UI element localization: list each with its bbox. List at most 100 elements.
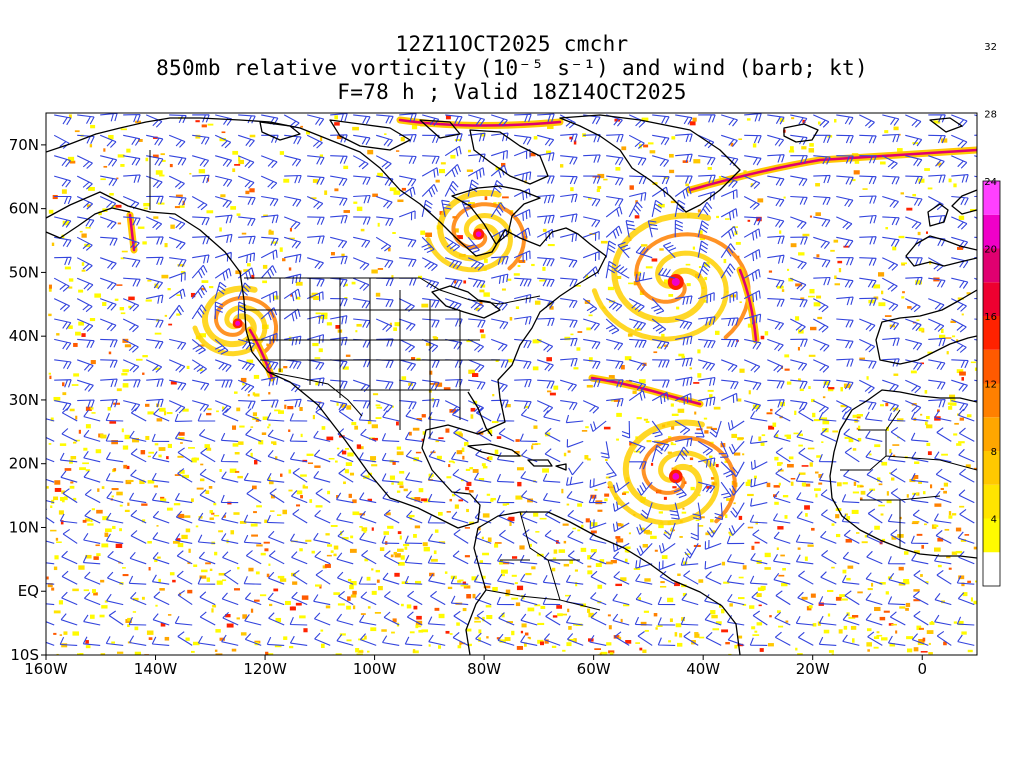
vorticity-cell (710, 610, 716, 615)
vorticity-cell (514, 450, 520, 454)
wind-barb (338, 468, 354, 483)
vorticity-cell (295, 602, 302, 606)
vorticity-cell (889, 643, 896, 647)
wind-barb (283, 308, 301, 322)
vorticity-cell (668, 294, 674, 297)
vorticity-cell (154, 443, 159, 446)
wind-barb (238, 252, 256, 264)
vorticity-cell (973, 600, 977, 605)
wind-barb (54, 175, 72, 188)
vorticity-cell (325, 533, 330, 536)
vorticity-cell (780, 554, 785, 557)
wind-barb (583, 175, 601, 184)
vorticity-cell (116, 177, 119, 180)
wind-barb (605, 225, 623, 239)
vorticity-cell (367, 606, 371, 609)
vorticity-cell (798, 378, 801, 382)
vorticity-cell (892, 454, 896, 457)
wind-barb (537, 359, 554, 372)
wind-barb (887, 596, 906, 606)
wind-barb (629, 175, 647, 185)
vorticity-cell (74, 130, 80, 133)
wind-barb (146, 277, 164, 290)
vorticity-cell (53, 566, 58, 571)
wind-barb (867, 508, 883, 524)
wind-barb (544, 529, 561, 544)
wind-barb (358, 452, 377, 463)
wind-barb (358, 412, 377, 422)
wind-barb (519, 433, 538, 442)
vorticity-band (641, 435, 737, 524)
vorticity-cell (838, 629, 843, 634)
wind-barb (565, 615, 584, 626)
wind-barb (313, 449, 331, 463)
wind-barb (77, 114, 95, 125)
vorticity-cell (505, 589, 511, 594)
wind-barb (399, 155, 417, 165)
vorticity-cell (387, 525, 394, 529)
vorticity-cell (266, 653, 274, 655)
wind-barb (519, 554, 538, 565)
wind-barb (935, 468, 952, 483)
vorticity-cell (352, 126, 359, 131)
wind-barb (306, 195, 324, 210)
vorticity-cell (315, 312, 321, 315)
wind-barb (751, 591, 768, 606)
vorticity-cell (484, 196, 488, 201)
vorticity-cell (618, 636, 622, 640)
vorticity-cell (101, 543, 109, 548)
vorticity-cell (264, 519, 268, 524)
wind-barb (428, 449, 446, 463)
wind-barb (727, 593, 745, 606)
vorticity-cell (492, 393, 495, 397)
vorticity-cell (690, 486, 695, 491)
wind-barb (698, 316, 716, 326)
vorticity-band (622, 419, 705, 511)
vorticity-cell (177, 542, 184, 548)
vorticity-cell (300, 474, 307, 477)
vorticity-cell (951, 335, 956, 338)
vorticity-cell (128, 296, 135, 301)
wind-barb (820, 428, 837, 442)
vorticity-cell (768, 270, 773, 273)
vorticity-cell (777, 462, 782, 466)
vorticity-cell (540, 605, 546, 609)
wind-barb (169, 257, 187, 268)
vorticity-cell (145, 403, 150, 407)
vorticity-cell (47, 583, 53, 588)
wind-barb (583, 230, 600, 241)
vorticity-cell (97, 488, 100, 492)
vorticity-cell (200, 463, 204, 466)
wind-barb (352, 257, 370, 271)
vorticity-cell (414, 580, 422, 585)
vorticity-cell (704, 430, 709, 434)
vorticity-cell (958, 620, 964, 626)
wind-barb (890, 426, 906, 442)
vorticity-cell (605, 476, 611, 479)
vorticity-cell (315, 382, 320, 386)
wind-barb (62, 488, 78, 504)
vorticity-cell (961, 377, 965, 381)
title-line-2: 850mb relative vorticity (10⁻⁵ s⁻¹) and … (156, 56, 868, 80)
wind-barb (767, 254, 785, 264)
vorticity-cell (375, 292, 381, 297)
vorticity-cell (107, 406, 111, 411)
wind-barb (197, 413, 216, 422)
wind-barb (269, 488, 285, 504)
wind-barb (936, 427, 952, 442)
vorticity-cell (466, 594, 472, 599)
vorticity-cell (216, 410, 219, 413)
vorticity-cell (111, 205, 116, 209)
vorticity-cell (544, 639, 549, 644)
x-tick-label: 140W (134, 660, 178, 678)
vorticity-cell (421, 498, 427, 502)
wind-barb (560, 213, 578, 223)
vorticity-cell (676, 306, 680, 310)
wind-barb (168, 359, 186, 373)
wind-barb (46, 418, 55, 422)
wind-barb (422, 114, 440, 127)
x-tick-label: 120W (243, 660, 287, 678)
wind-barb (398, 338, 415, 353)
vorticity-cell (698, 579, 704, 583)
vorticity-cell (288, 429, 291, 432)
